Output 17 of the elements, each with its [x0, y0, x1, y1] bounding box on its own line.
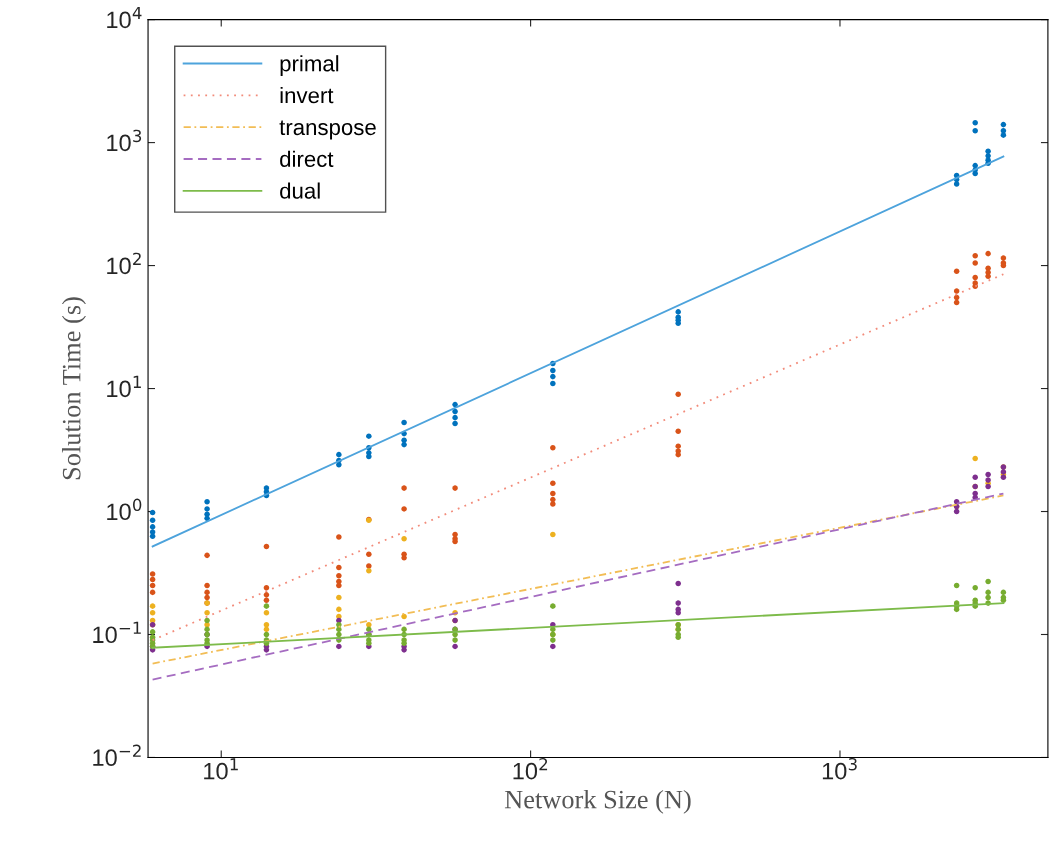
y-tick-label: 10$^{4}$: [107, 6, 142, 29]
legend-label: invert: [280, 87, 334, 104]
x-tick-label: 10$^{3}$: [822, 757, 857, 780]
y-tick-label: 10$^{1}$: [107, 375, 141, 398]
x-axis-title: Network Size (N): [504, 789, 691, 814]
legend-label: direct: [280, 150, 334, 167]
legend-label: primal: [280, 55, 339, 76]
legend-label: dual: [280, 182, 320, 199]
x-tick-label: 10$^{1}$: [204, 758, 238, 780]
y-axis-title: Solution Time (s): [61, 297, 86, 480]
y-tick-label: 10$^{3}$: [107, 129, 142, 152]
x-tick-label: 10$^{2}$: [513, 757, 548, 780]
y-tick-label: 10$^{−1}$: [93, 621, 141, 644]
y-tick-label: 10$^{0}$: [107, 498, 142, 521]
y-tick-label: 10$^{2}$: [107, 252, 141, 275]
legend-label: transpose: [279, 120, 376, 140]
y-tick-label: 10$^{−2}$: [93, 744, 141, 767]
